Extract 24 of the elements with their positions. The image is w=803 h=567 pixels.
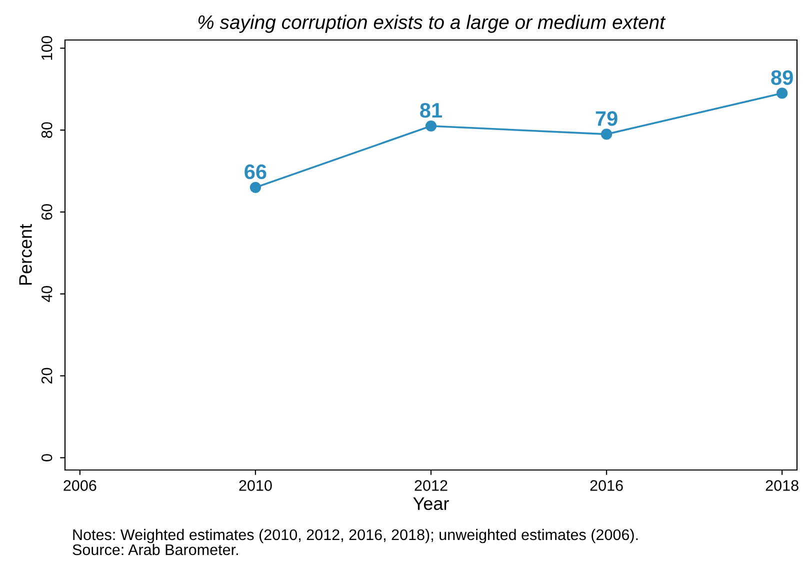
y-tick-label: 0 [41, 454, 52, 462]
text: Notes: Weighted estimates (2010, 2012, 2016, 2018); unweighted estimates (2006). [73, 528, 638, 544]
x-tick-label: 2012 [414, 480, 448, 491]
data-label: 79 [596, 111, 618, 126]
data-label: 89 [771, 70, 793, 85]
chart-title: % saying corruption exists to a large or medium extent [198, 14, 666, 33]
point [425, 120, 437, 132]
x-tick-label: 2006 [64, 480, 96, 491]
point [600, 128, 612, 140]
data-label: 66 [244, 164, 266, 180]
y-tick-label: 40 [41, 286, 52, 302]
source-note: Source: Arab Barometer. [72, 544, 238, 556]
y-tick-label: 100 [41, 36, 52, 60]
x-axis-title: Year [413, 497, 449, 510]
point [776, 88, 788, 99]
y-tick-label: 20 [41, 368, 52, 384]
y-tick-label: 80 [41, 122, 52, 138]
x-tick-label: 2016 [590, 480, 623, 491]
point [250, 182, 262, 193]
y-axis-title: Percent [19, 224, 32, 285]
y-tick-label: 60 [41, 204, 52, 220]
x-tick-label: 2010 [239, 480, 272, 491]
x-tick-label: 2018 [766, 480, 798, 491]
data-label: 81 [420, 102, 442, 118]
